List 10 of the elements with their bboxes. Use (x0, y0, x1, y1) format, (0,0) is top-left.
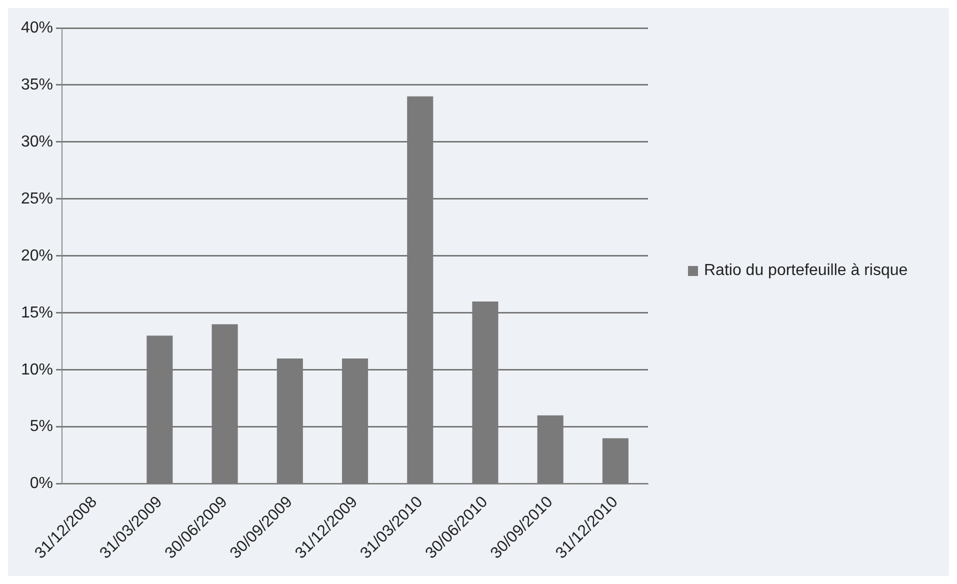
legend-label: Ratio du portefeuille à risque (704, 261, 908, 281)
y-tick-label: 5% (30, 418, 54, 436)
y-tick-label: 15% (20, 304, 54, 322)
y-tick-label: 10% (20, 361, 54, 378)
y-tick-label: 25% (20, 190, 54, 208)
y-tick-label: 40% (20, 19, 54, 36)
y-tick-label: 20% (20, 247, 54, 264)
y-tick-label: 0% (30, 475, 54, 492)
y-tick-label: 30% (20, 133, 54, 150)
y-tick-label: 35% (20, 76, 54, 94)
